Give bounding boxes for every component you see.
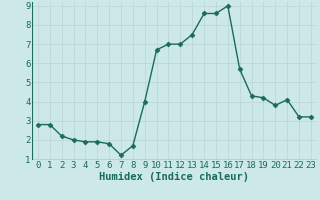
X-axis label: Humidex (Indice chaleur): Humidex (Indice chaleur) [100, 172, 249, 182]
